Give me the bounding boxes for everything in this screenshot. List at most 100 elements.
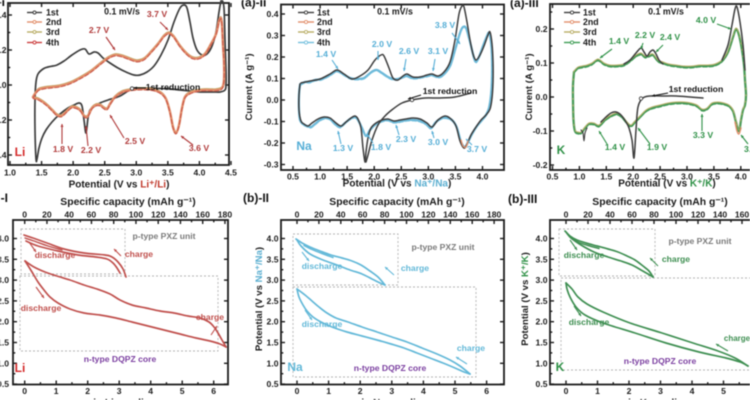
- svg-text:K: K: [556, 360, 565, 374]
- svg-text:20: 20: [583, 210, 593, 220]
- svg-text:4.0 V: 4.0 V: [696, 15, 716, 25]
- svg-text:0.4: 0.4: [0, 10, 7, 20]
- svg-text:Current (A g⁻¹): Current (A g⁻¹): [244, 53, 255, 120]
- svg-text:discharge: discharge: [35, 250, 76, 260]
- svg-text:1.0: 1.0: [314, 172, 326, 182]
- svg-text:0.5: 0.5: [0, 379, 9, 389]
- svg-text:3.0: 3.0: [681, 172, 693, 182]
- svg-text:0: 0: [22, 210, 27, 220]
- svg-text:0.0: 0.0: [536, 92, 548, 102]
- svg-text:5: 5: [453, 386, 458, 396]
- svg-text:160: 160: [465, 210, 480, 220]
- svg-text:4.0: 4.0: [267, 234, 279, 244]
- svg-text:3.5: 3.5: [708, 172, 720, 182]
- svg-text:2.6 V: 2.6 V: [399, 46, 419, 56]
- svg-text:charge: charge: [457, 343, 485, 353]
- svg-text:discharge: discharge: [569, 317, 610, 327]
- svg-text:2nd: 2nd: [317, 17, 333, 27]
- svg-text:3: 3: [117, 386, 122, 396]
- svg-text:1: 1: [326, 386, 331, 396]
- svg-text:6: 6: [211, 386, 216, 396]
- svg-text:80: 80: [380, 210, 390, 220]
- svg-text:1.3 V: 1.3 V: [333, 143, 353, 153]
- svg-text:6: 6: [484, 386, 489, 396]
- svg-text:2.5 V: 2.5 V: [125, 136, 145, 146]
- svg-text:2.5: 2.5: [267, 296, 279, 306]
- svg-text:0.0: 0.0: [267, 95, 279, 105]
- svg-text:100: 100: [129, 210, 144, 220]
- svg-text:1.0: 1.0: [4, 168, 16, 178]
- svg-text:4.5: 4.5: [225, 168, 237, 178]
- svg-text:3.0: 3.0: [0, 275, 9, 285]
- svg-text:4: 4: [690, 386, 695, 396]
- svg-text:2.0: 2.0: [0, 317, 9, 327]
- svg-text:4th: 4th: [46, 38, 59, 48]
- svg-text:4.0: 4.0: [735, 172, 747, 182]
- svg-text:1.8 V: 1.8 V: [371, 142, 391, 152]
- svg-text:120: 120: [691, 210, 706, 220]
- svg-text:160: 160: [196, 210, 211, 220]
- svg-text:20: 20: [42, 210, 52, 220]
- svg-text:Specific capacity (mAh g⁻¹): Specific capacity (mAh g⁻¹): [592, 196, 727, 208]
- svg-text:x in Na per dimer u: x in Na per dimer u: [353, 398, 443, 400]
- svg-text:1.5: 1.5: [36, 168, 48, 178]
- svg-text:1.5: 1.5: [0, 338, 9, 348]
- svg-text:3: 3: [658, 386, 663, 396]
- svg-text:120: 120: [151, 210, 166, 220]
- svg-text:0.3: 0.3: [267, 31, 279, 41]
- svg-text:0.5: 0.5: [536, 379, 548, 389]
- svg-text:1.5: 1.5: [536, 338, 548, 348]
- svg-text:2.5: 2.5: [99, 168, 111, 178]
- svg-text:0.2: 0.2: [267, 52, 279, 62]
- svg-text:140: 140: [173, 210, 188, 220]
- svg-text:1.0: 1.0: [573, 172, 585, 182]
- svg-text:3.0: 3.0: [130, 168, 142, 178]
- svg-text:40: 40: [336, 210, 346, 220]
- svg-text:charge: charge: [125, 249, 153, 259]
- svg-text:160: 160: [735, 210, 750, 220]
- svg-text:p-type PXZ unit: p-type PXZ unit: [132, 231, 195, 241]
- svg-text:charge: charge: [401, 263, 429, 273]
- svg-text:3.0: 3.0: [536, 275, 548, 285]
- svg-text:140: 140: [713, 210, 728, 220]
- svg-text:3.3 V: 3.3 V: [693, 130, 713, 140]
- svg-text:4.0: 4.0: [536, 234, 548, 244]
- svg-text:2.0: 2.0: [536, 317, 548, 327]
- svg-text:1.0: 1.0: [0, 358, 9, 368]
- svg-text:4: 4: [421, 386, 426, 396]
- svg-text:2nd: 2nd: [583, 17, 599, 27]
- svg-text:3.5: 3.5: [267, 254, 279, 264]
- svg-text:2.2 V: 2.2 V: [635, 30, 655, 40]
- svg-text:2.0 V: 2.0 V: [372, 39, 392, 49]
- svg-text:1.5: 1.5: [600, 172, 612, 182]
- svg-text:discharge: discharge: [302, 319, 343, 329]
- svg-text:5: 5: [180, 386, 185, 396]
- svg-text:0: 0: [564, 210, 569, 220]
- svg-text:80: 80: [649, 210, 659, 220]
- svg-text:0.1 mV/s: 0.1 mV/s: [648, 7, 684, 17]
- svg-text:80: 80: [109, 210, 119, 220]
- svg-text:n-type DQPZ core: n-type DQPZ core: [84, 354, 157, 364]
- svg-text:100: 100: [399, 210, 414, 220]
- svg-text:0.5: 0.5: [547, 172, 559, 182]
- svg-text:-0.1: -0.1: [264, 117, 279, 127]
- svg-text:5: 5: [721, 386, 726, 396]
- svg-text:3.7 V: 3.7 V: [467, 144, 487, 154]
- svg-text:3rd: 3rd: [46, 27, 60, 37]
- svg-text:1.4 V: 1.4 V: [609, 36, 629, 46]
- svg-text:charge: charge: [196, 312, 224, 322]
- svg-text:2nd: 2nd: [46, 17, 62, 27]
- svg-text:120: 120: [421, 210, 436, 220]
- svg-text:x in Li per dimer u: x in Li per dimer u: [85, 398, 171, 400]
- svg-text:Potential (V vs Li⁺/Li): Potential (V vs Li⁺/Li): [69, 180, 170, 191]
- svg-text:180: 180: [487, 210, 502, 220]
- svg-text:4.0: 4.0: [0, 234, 9, 244]
- svg-text:60: 60: [627, 210, 637, 220]
- svg-text:1st: 1st: [46, 8, 59, 18]
- svg-text:0.1 mV/s: 0.1 mV/s: [104, 7, 140, 17]
- svg-text:2.7 V: 2.7 V: [89, 25, 109, 35]
- svg-text:0.4: 0.4: [267, 9, 279, 19]
- svg-text:-0.1: -0.1: [533, 126, 548, 136]
- svg-text:p-type PXZ unit: p-type PXZ unit: [668, 236, 731, 246]
- svg-text:3.8 V: 3.8 V: [435, 20, 455, 30]
